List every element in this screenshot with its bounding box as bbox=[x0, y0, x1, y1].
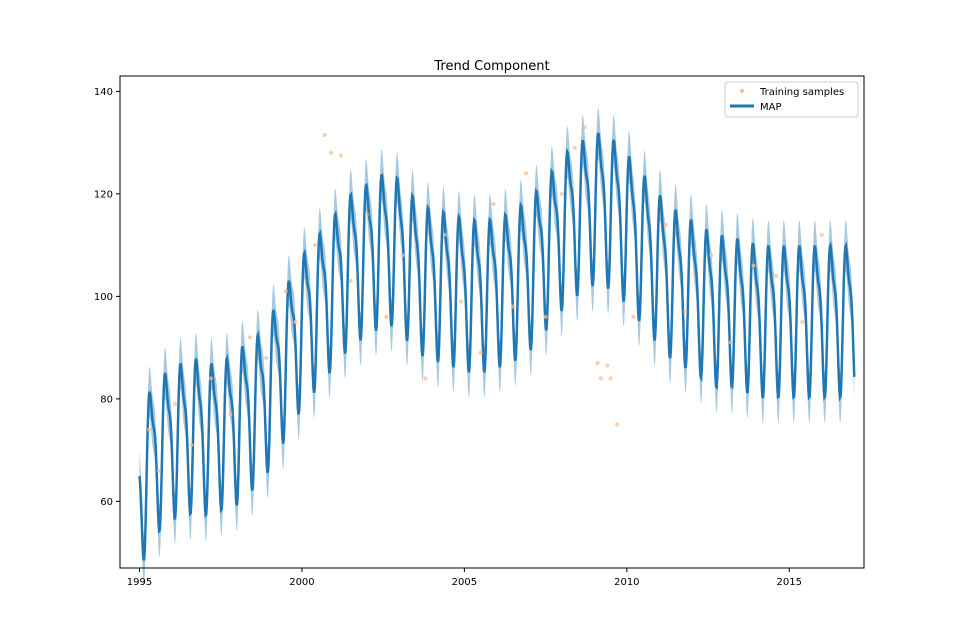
x-tick-label: 2005 bbox=[452, 577, 477, 588]
plot-area bbox=[138, 107, 856, 586]
training-sample-point bbox=[478, 350, 483, 355]
training-sample-point bbox=[582, 125, 587, 130]
training-sample-point bbox=[173, 402, 178, 406]
training-sample-point bbox=[208, 376, 213, 381]
training-sample-point bbox=[338, 153, 343, 158]
y-tick-label: 100 bbox=[94, 292, 113, 303]
training-sample-point bbox=[442, 232, 447, 237]
training-sample-point bbox=[264, 355, 269, 360]
training-sample-point bbox=[247, 335, 252, 340]
training-sample-point bbox=[800, 320, 805, 324]
training-sample-point bbox=[189, 443, 194, 447]
x-tick-label: 2000 bbox=[289, 577, 314, 588]
training-sample-point bbox=[728, 340, 733, 345]
legend: Training samples MAP bbox=[724, 81, 859, 118]
training-sample-point bbox=[683, 309, 688, 314]
x-tick-label: 2015 bbox=[777, 577, 802, 588]
training-sample-point bbox=[543, 314, 548, 319]
training-sample-point bbox=[559, 191, 564, 196]
training-sample-point bbox=[423, 376, 428, 381]
training-sample-point bbox=[774, 273, 779, 278]
x-axis: 1995 2000 2005 2010 2015 bbox=[127, 568, 802, 588]
uncertainty-band bbox=[139, 107, 855, 586]
training-sample-point bbox=[400, 253, 405, 258]
training-sample-point bbox=[631, 314, 636, 319]
training-sample-point bbox=[615, 422, 620, 427]
legend-label-training-samples: Training samples bbox=[759, 87, 844, 98]
legend-marker-training-samples bbox=[740, 89, 744, 93]
legend-label-map: MAP bbox=[760, 102, 782, 113]
axes-frame bbox=[119, 75, 865, 569]
training-samples bbox=[147, 125, 824, 473]
training-sample-point bbox=[524, 171, 529, 176]
training-sample-point bbox=[348, 279, 353, 283]
training-sample-point bbox=[384, 314, 389, 319]
training-sample-point bbox=[605, 363, 610, 368]
legend-box bbox=[724, 81, 859, 118]
chart-title: Trend Component bbox=[433, 59, 549, 74]
training-sample-point bbox=[364, 212, 369, 217]
training-sample-point bbox=[322, 132, 327, 137]
training-sample-point bbox=[598, 376, 603, 381]
training-sample-point bbox=[156, 468, 161, 473]
training-sample-point bbox=[819, 232, 824, 237]
training-sample-point bbox=[751, 263, 756, 268]
y-tick-label: 60 bbox=[100, 497, 113, 508]
training-sample-point bbox=[283, 289, 288, 294]
y-tick-label: 140 bbox=[94, 87, 113, 98]
training-sample-point bbox=[511, 304, 516, 309]
training-sample-point bbox=[663, 222, 668, 227]
x-tick-label: 1995 bbox=[127, 577, 152, 588]
series-map bbox=[138, 132, 856, 561]
map-band bbox=[139, 107, 855, 586]
training-sample-point bbox=[595, 361, 600, 365]
training-sample-point bbox=[312, 243, 317, 248]
training-sample-point bbox=[228, 412, 233, 417]
training-sample-point bbox=[491, 202, 496, 207]
training-sample-point bbox=[459, 299, 464, 304]
training-sample-point bbox=[329, 150, 334, 155]
y-tick-label: 120 bbox=[94, 189, 113, 200]
x-tick-label: 2010 bbox=[614, 577, 639, 588]
y-tick-label: 80 bbox=[100, 394, 113, 405]
training-sample-point bbox=[147, 427, 152, 432]
training-sample-point bbox=[293, 320, 298, 324]
y-axis: 60 80 100 120 140 bbox=[94, 87, 120, 508]
training-sample-point bbox=[709, 253, 714, 258]
training-sample-point bbox=[608, 376, 613, 381]
map-line bbox=[138, 132, 856, 561]
training-sample-point bbox=[572, 145, 577, 150]
